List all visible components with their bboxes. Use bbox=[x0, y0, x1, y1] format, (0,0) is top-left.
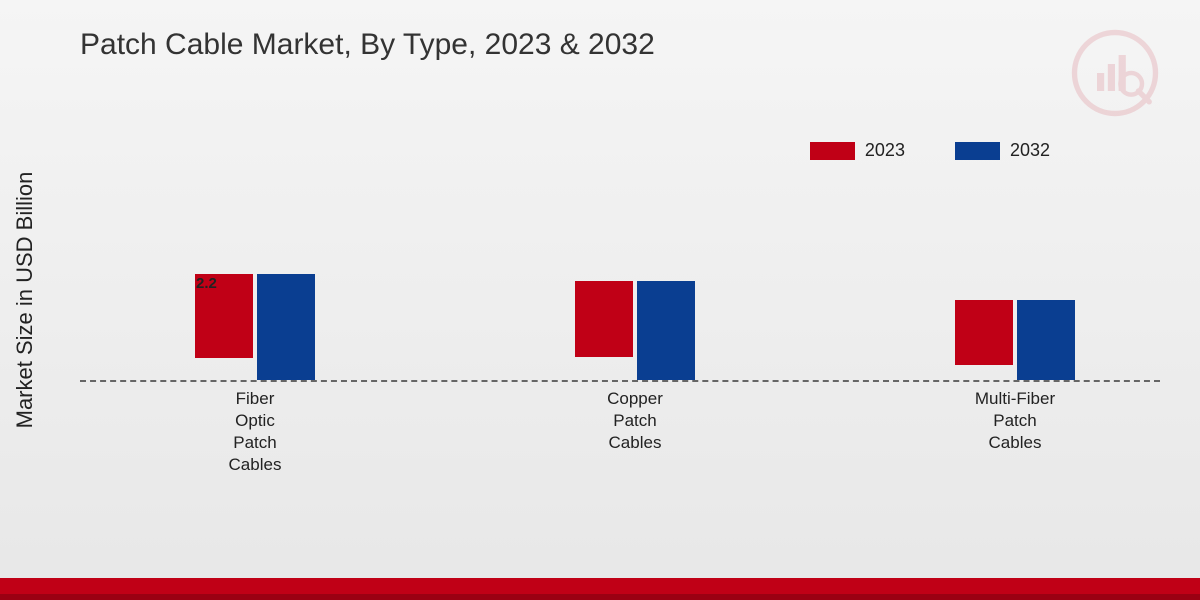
bar-2023-2 bbox=[955, 300, 1013, 365]
category-text-0: FiberOpticPatchCables bbox=[229, 389, 282, 474]
legend-item-2032: 2032 bbox=[955, 140, 1050, 161]
bar-2032-0 bbox=[257, 274, 315, 380]
y-axis-label: Market Size in USD Billion bbox=[12, 172, 38, 429]
legend-swatch-2032 bbox=[955, 142, 1000, 160]
legend-label-2023: 2023 bbox=[865, 140, 905, 161]
watermark-logo bbox=[1070, 28, 1160, 118]
legend-item-2023: 2023 bbox=[810, 140, 905, 161]
category-text-1: CopperPatchCables bbox=[607, 389, 663, 452]
chart-baseline bbox=[80, 380, 1160, 382]
legend-label-2032: 2032 bbox=[1010, 140, 1050, 161]
footer-bar bbox=[0, 578, 1200, 600]
legend: 2023 2032 bbox=[810, 140, 1050, 161]
chart-title: Patch Cable Market, By Type, 2023 & 2032 bbox=[80, 28, 655, 62]
bar-2032-2 bbox=[1017, 300, 1075, 380]
bar-label-0: 2.2 bbox=[196, 275, 217, 292]
category-label-0: FiberOpticPatchCables bbox=[190, 388, 320, 476]
category-label-1: CopperPatchCables bbox=[570, 388, 700, 454]
bar-group-2 bbox=[950, 300, 1080, 380]
bar-2023-1 bbox=[575, 281, 633, 357]
category-label-2: Multi-FiberPatchCables bbox=[950, 388, 1080, 454]
bar-group-1 bbox=[570, 281, 700, 380]
chart-area: 2.2 FiberOpticPatchCables CopperPatchCab… bbox=[80, 180, 1160, 490]
bar-2032-1 bbox=[637, 281, 695, 380]
legend-swatch-2023 bbox=[810, 142, 855, 160]
category-text-2: Multi-FiberPatchCables bbox=[975, 389, 1055, 452]
bar-group-0: 2.2 bbox=[190, 274, 320, 380]
